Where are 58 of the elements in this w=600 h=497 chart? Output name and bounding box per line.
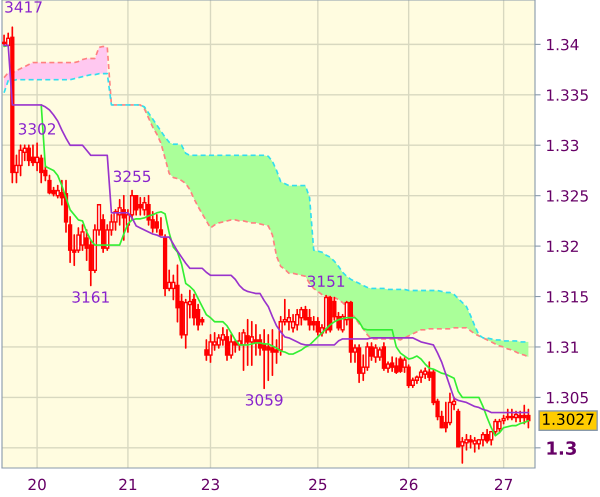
y-tick-label: 1.32 [547, 240, 578, 252]
candlestick [484, 428, 490, 444]
candlestick [518, 410, 522, 422]
candlestick [316, 316, 320, 336]
candlestick [154, 214, 159, 233]
y-tick-label: 1.335 [547, 89, 588, 101]
candlestick [489, 430, 494, 446]
x-tick-label: 20 [28, 478, 46, 490]
candlestick [26, 144, 31, 166]
annotation: 3151 [308, 275, 344, 288]
candlestick [233, 339, 238, 353]
y-tick-label: 1.305 [547, 392, 588, 404]
candlestick [394, 357, 398, 374]
candlestick [506, 408, 510, 420]
annotation: 3417 [5, 1, 42, 13]
y-tick-label: 1.3 [547, 441, 576, 455]
candlestick [390, 356, 394, 372]
candlestick [30, 144, 36, 166]
candlestick [2, 34, 6, 46]
candlestick [138, 196, 142, 216]
y-tick-label: 1.33 [547, 140, 578, 152]
candlestick [480, 432, 486, 447]
candlestick [514, 410, 518, 422]
candlestick [418, 369, 424, 384]
y-tick-label: 1.325 [547, 190, 588, 202]
candlestick [204, 339, 209, 361]
candlestick [224, 328, 230, 361]
candlestick [246, 318, 250, 366]
x-tick-label: 25 [309, 478, 326, 490]
x-tick-label: 23 [202, 478, 219, 490]
annotation: 3161 [72, 291, 109, 303]
candlestick [493, 418, 498, 435]
candlestick [134, 194, 138, 216]
annotation: 3255 [114, 170, 150, 182]
candlestick [510, 408, 514, 420]
candlestick [250, 320, 254, 366]
candlestick [472, 436, 477, 453]
candlestick [122, 194, 126, 241]
candlestick [295, 308, 300, 331]
candlestick [312, 316, 316, 331]
candlestick [398, 356, 403, 374]
candlestick [208, 334, 213, 363]
candlestick [262, 328, 266, 390]
x-tick-label: 26 [400, 478, 418, 490]
candlestick [497, 418, 502, 433]
candlestick [522, 404, 526, 424]
y-tick-label: 1.31 [547, 341, 578, 353]
candlestick [307, 308, 312, 331]
candlestick [382, 342, 386, 371]
x-tick-label: 21 [119, 478, 136, 490]
x-tick-label: 27 [495, 478, 512, 490]
y-tick-label: 1.315 [547, 291, 588, 303]
annotation: 3059 [246, 394, 283, 406]
candlestick [468, 434, 473, 449]
candlestick [373, 344, 378, 363]
candlestick [228, 334, 234, 359]
text: 1.3027 [543, 413, 594, 426]
y-tick-label: 1.34 [547, 38, 579, 50]
